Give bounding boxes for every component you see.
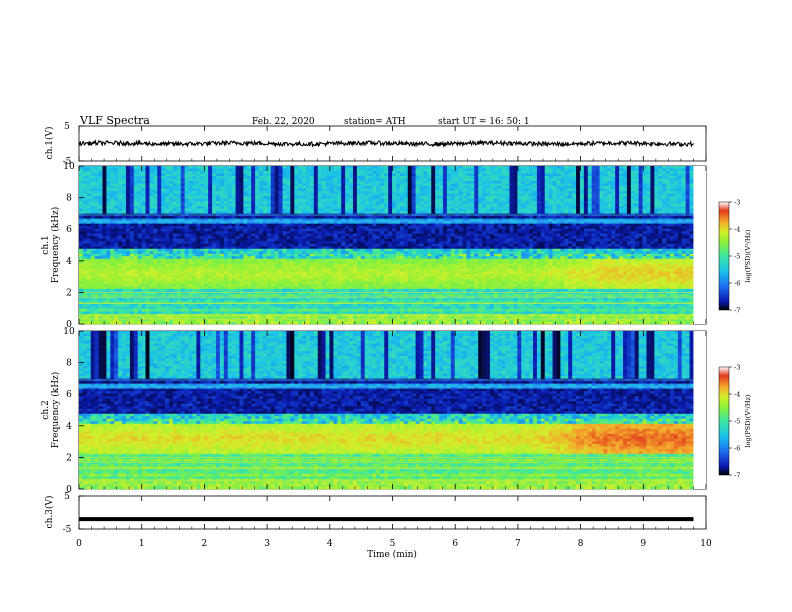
x-tick-label: 7 [515, 539, 521, 549]
ch2-colorbar-gradient [719, 367, 729, 475]
ch2-spec-ylabel-frequency: Frequency (kHz) [50, 372, 61, 449]
y-tick-label: -5 [63, 525, 72, 535]
y-tick-label: 2 [66, 288, 72, 298]
figure-title: VLF Spectra [79, 114, 150, 127]
date-label: Feb. 22, 2020 [252, 117, 315, 127]
ch1-spec-ylabel-frequency: Frequency (kHz) [50, 207, 61, 284]
colorbar-tick-label: -7 [734, 307, 740, 315]
colorbar-tick-label: -4 [734, 391, 740, 399]
x-axis-label: Time (min) [367, 549, 417, 560]
x-tick-label: 9 [640, 539, 646, 549]
colorbar-tick-label: -7 [734, 472, 740, 480]
ch1-waveform-trace [79, 141, 693, 146]
ch1-spec-ylabel-channel: ch.1 [41, 235, 51, 254]
x-tick-label: 8 [578, 539, 584, 549]
ch2-colorbar-label: log(PSD)(V²/Hz) [744, 394, 752, 447]
colorbar-tick-label: -4 [734, 226, 740, 234]
ch2-spectrogram-image [79, 331, 706, 489]
y-tick-label: 6 [66, 390, 72, 400]
x-tick-label: 10 [700, 539, 712, 549]
y-tick-label: 4 [66, 422, 72, 432]
colorbar-tick-label: -3 [734, 199, 740, 207]
y-tick-label: 5 [64, 122, 70, 132]
colorbar-tick-label: -5 [734, 253, 740, 261]
ch1-colorbar: -3 -4 -5 -6 -7 log(PSD)(V²/Hz) [719, 199, 752, 315]
colorbar-tick-label: -6 [734, 445, 740, 453]
ch3-wave-ylabel: ch.3(V) [44, 496, 55, 529]
y-tick-label: 2 [66, 453, 72, 463]
ch1-spectrogram-image [79, 166, 706, 324]
colorbar-tick-label: -3 [734, 364, 740, 372]
ch2-colorbar: -3 -4 -5 -6 -7 log(PSD)(V²/Hz) [719, 364, 752, 480]
y-tick-label: 6 [66, 225, 72, 235]
x-tick-label: 2 [202, 539, 208, 549]
y-tick-label: 10 [63, 327, 75, 337]
x-tick-label: 5 [390, 539, 396, 549]
ch1-colorbar-label: log(PSD)(V²/Hz) [744, 229, 752, 282]
start-time-label: start UT = 16: 50: 1 [438, 117, 530, 127]
colorbar-tick-label: -6 [734, 280, 740, 288]
x-tick-label: 3 [264, 539, 270, 549]
y-tick-label: 8 [66, 194, 72, 204]
y-tick-label: -5 [63, 157, 72, 167]
ch1-wave-ylabel: ch.1(V) [44, 127, 55, 160]
y-tick-label: 5 [64, 492, 70, 502]
station-label: station= ATH [344, 117, 406, 127]
x-tick-label: 0 [76, 539, 82, 549]
x-tick-label: 6 [452, 539, 458, 549]
y-tick-label: 8 [66, 359, 72, 369]
x-tick-label: 4 [327, 539, 333, 549]
x-tick-label: 1 [139, 539, 145, 549]
colorbar-tick-label: -5 [734, 418, 740, 426]
ch1-colorbar-gradient [719, 202, 729, 310]
y-tick-label: 4 [66, 257, 72, 267]
ch2-spec-ylabel-channel: ch.2 [41, 400, 51, 419]
